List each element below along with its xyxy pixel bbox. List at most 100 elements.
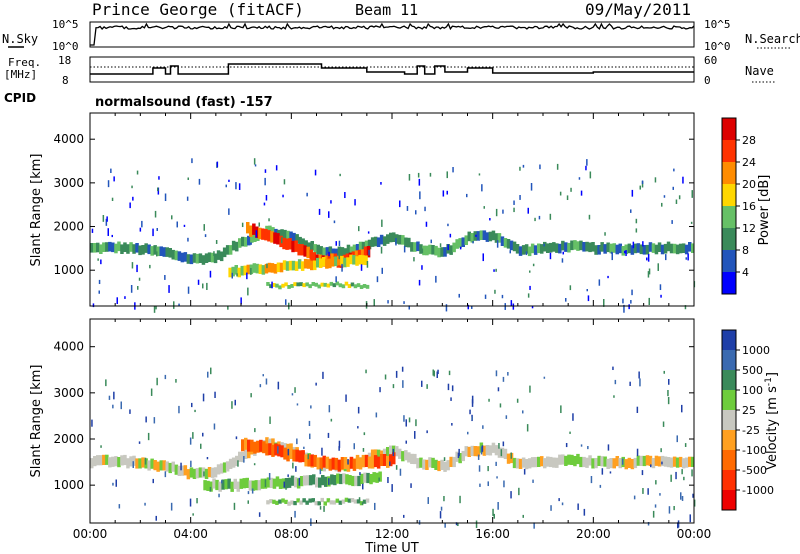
- power-cell-main-band: [546, 243, 550, 253]
- power-cbar-tick-label: 16: [742, 200, 756, 213]
- velocity-speckle: [590, 476, 593, 484]
- velocity-cell-ground-scatter: [126, 458, 130, 469]
- velocity-speckle: [647, 488, 649, 495]
- velocity-cell-near-range-green: [311, 498, 315, 503]
- velocity-ytick-label: 2000: [53, 432, 84, 446]
- power-cell-lower-band: [319, 258, 323, 268]
- velocity-cell-near-range-green: [293, 501, 297, 506]
- power-cell-main-band: [401, 235, 405, 245]
- power-cell-near-range: [302, 283, 306, 288]
- velocity-cell-ground-scatter: [244, 448, 248, 459]
- velocity-cbar-tick-label: -25: [742, 424, 760, 437]
- velocity-speckle: [633, 495, 636, 500]
- power-cell-main-band: [672, 243, 677, 254]
- power-cell-strong-echo: [294, 240, 298, 252]
- power-cell-lower-band: [291, 260, 296, 271]
- power-cell-main-band: [238, 238, 242, 248]
- velocity-cell-positive-velocity: [275, 476, 280, 487]
- velocity-speckle: [436, 371, 438, 379]
- velocity-cell-negative-velocity: [247, 439, 251, 452]
- velocity-speckle: [493, 513, 495, 519]
- power-cell-main-band: [370, 237, 375, 247]
- power-cell-main-band: [681, 243, 686, 253]
- power-cell-lower-band: [231, 266, 235, 277]
- power-speckle: [661, 202, 663, 207]
- power-speckle: [107, 180, 110, 188]
- power-cell-main-band: [464, 235, 468, 245]
- velocity-cell-ground-scatter: [497, 447, 502, 458]
- power-speckle: [391, 236, 394, 240]
- power-cbar-tick-label: 4: [742, 266, 749, 279]
- velocity-speckle: [443, 496, 445, 502]
- velocity-speckle: [443, 457, 446, 461]
- velocity-cell-positive-velocity: [203, 480, 207, 491]
- velocity-cell-negative-velocity: [259, 439, 263, 452]
- power-cell-main-band: [467, 231, 471, 242]
- velocity-cell-positive-velocity: [218, 481, 222, 492]
- power-speckle: [496, 240, 499, 248]
- power-speckle: [328, 251, 330, 257]
- velocity-speckle: [661, 461, 663, 465]
- velocity-speckle: [487, 481, 489, 487]
- velocity-cell-ground-scatter: [482, 445, 487, 456]
- power-cell-main-band: [298, 236, 302, 247]
- power-ytick-label: 1000: [53, 263, 84, 277]
- power-speckle: [187, 286, 190, 294]
- power-cell-strong-echo: [360, 249, 365, 261]
- power-cell-strong-echo: [285, 238, 289, 250]
- velocity-cell-ground-scatter: [503, 448, 508, 459]
- velocity-cell-negative-velocity: [268, 443, 272, 456]
- power-speckle: [314, 169, 317, 176]
- power-speckle: [630, 300, 632, 304]
- power-speckle: [415, 210, 417, 215]
- velocity-cell-ground-scatter: [198, 467, 203, 478]
- velocity-cell-negative-velocity: [313, 454, 317, 467]
- power-speckle: [622, 298, 624, 304]
- power-speckle: [482, 253, 484, 262]
- velocity-cell-ground-scatter: [168, 462, 172, 474]
- velocity-speckle: [523, 468, 526, 475]
- power-speckle: [417, 172, 420, 178]
- power-cell-lower-band: [246, 264, 250, 275]
- velocity-speckle: [265, 378, 268, 385]
- velocity-cell-ground-scatter: [207, 467, 212, 478]
- power-cell-strong-echo: [303, 245, 307, 257]
- power-speckle: [241, 222, 244, 228]
- velocity-cell-positive-velocity: [305, 475, 310, 486]
- power-cell-main-band: [624, 244, 628, 255]
- velocity-speckle: [200, 443, 202, 449]
- velocity-cell-negative-velocity: [367, 456, 372, 469]
- velocity-cell-positive-velocity: [230, 481, 234, 492]
- velocity-cell-ground-scatter: [600, 456, 604, 467]
- power-speckle: [592, 247, 595, 251]
- velocity-cell-positive-velocity: [206, 480, 210, 491]
- power-speckle: [509, 250, 511, 254]
- power-speckle: [539, 164, 541, 170]
- x-tick-label: 00:00: [73, 527, 108, 541]
- power-speckle: [275, 165, 278, 171]
- power-speckle: [360, 264, 363, 271]
- velocity-speckle: [500, 449, 503, 457]
- power-cell-main-band: [663, 243, 668, 254]
- velocity-speckle: [455, 522, 458, 526]
- velocity-speckle: [319, 506, 322, 510]
- velocity-cell-negative-velocity: [328, 458, 333, 471]
- power-speckle: [209, 270, 212, 278]
- power-cell-main-band: [379, 234, 384, 245]
- power-speckle: [459, 246, 462, 250]
- velocity-cell-ground-scatter: [135, 458, 139, 469]
- velocity-cell-ground-scatter: [473, 446, 477, 457]
- velocity-speckle: [426, 384, 428, 389]
- velocity-speckle: [543, 376, 546, 379]
- x-tick-label: 08:00: [274, 527, 309, 541]
- velocity-speckle: [395, 370, 398, 378]
- velocity-speckle: [667, 390, 669, 397]
- velocity-cell-ground-scatter: [138, 458, 142, 469]
- power-cell-main-band: [183, 252, 188, 262]
- power-speckle: [250, 242, 252, 245]
- power-cell-main-band: [428, 244, 432, 255]
- velocity-speckle: [347, 459, 349, 465]
- velocity-cell-negative-velocity: [389, 454, 393, 467]
- power-speckle: [171, 215, 173, 220]
- power-speckle: [690, 221, 693, 224]
